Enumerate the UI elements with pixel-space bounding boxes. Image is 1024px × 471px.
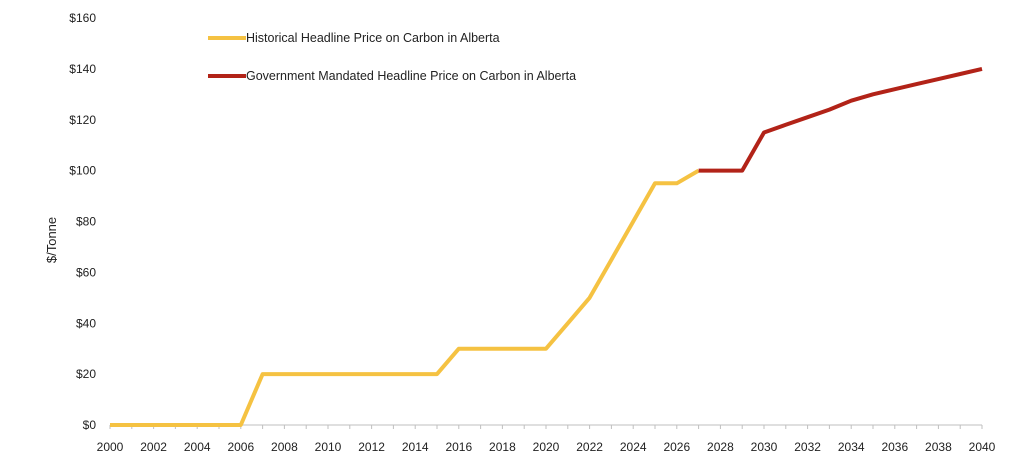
x-tick-label: 2026 (663, 440, 690, 454)
x-tick-label: 2010 (315, 440, 342, 454)
x-tick-label: 2006 (227, 440, 254, 454)
series-lines (110, 66, 983, 427)
y-tick-label: $20 (76, 367, 96, 381)
legend-label: Historical Headline Price on Carbon in A… (246, 31, 500, 45)
x-tick-label: 2038 (925, 440, 952, 454)
y-tick-label: $160 (69, 11, 96, 25)
y-tick-label: $100 (69, 164, 96, 178)
y-tick-label: $40 (76, 316, 96, 330)
x-tick-label: 2034 (838, 440, 865, 454)
x-tick-label: 2000 (97, 440, 124, 454)
x-tick-label: 2008 (271, 440, 298, 454)
x-tick-label: 2024 (620, 440, 647, 454)
series-line-government-mandated (698, 66, 983, 173)
y-tick-label: $140 (69, 62, 96, 76)
x-axis: 2000 2002 2004 2006 2008 2010 2012 2014 2016 2018… (97, 424, 996, 454)
x-tick-label: 2002 (140, 440, 167, 454)
y-axis-label: $/Tonne (44, 217, 59, 263)
x-tick-label: 2020 (533, 440, 560, 454)
x-tick-label: 2022 (576, 440, 603, 454)
x-tick-label: 2018 (489, 440, 516, 454)
x-tick-label: 2004 (184, 440, 211, 454)
legend-label: Government Mandated Headline Price on Ca… (246, 69, 576, 83)
y-tick-label: $120 (69, 113, 96, 127)
x-tick-label: 2032 (794, 440, 821, 454)
y-tick-label: $80 (76, 215, 96, 229)
x-tick-label: 2040 (969, 440, 996, 454)
y-tick-label: $0 (83, 418, 97, 432)
x-tick-label: 2014 (402, 440, 429, 454)
y-axis-tick-labels: $0 $20 $40 $60 $80 $100 $120 $140 $160 (69, 11, 96, 432)
x-tick-label: 2012 (358, 440, 385, 454)
legend: Historical Headline Price on Carbon in A… (208, 31, 576, 83)
x-tick-label: 2036 (881, 440, 908, 454)
x-tick-label: 2028 (707, 440, 734, 454)
x-tick-label: 2016 (445, 440, 472, 454)
series-line-historical (110, 168, 700, 427)
y-tick-label: $60 (76, 265, 96, 279)
x-tick-label: 2030 (751, 440, 778, 454)
